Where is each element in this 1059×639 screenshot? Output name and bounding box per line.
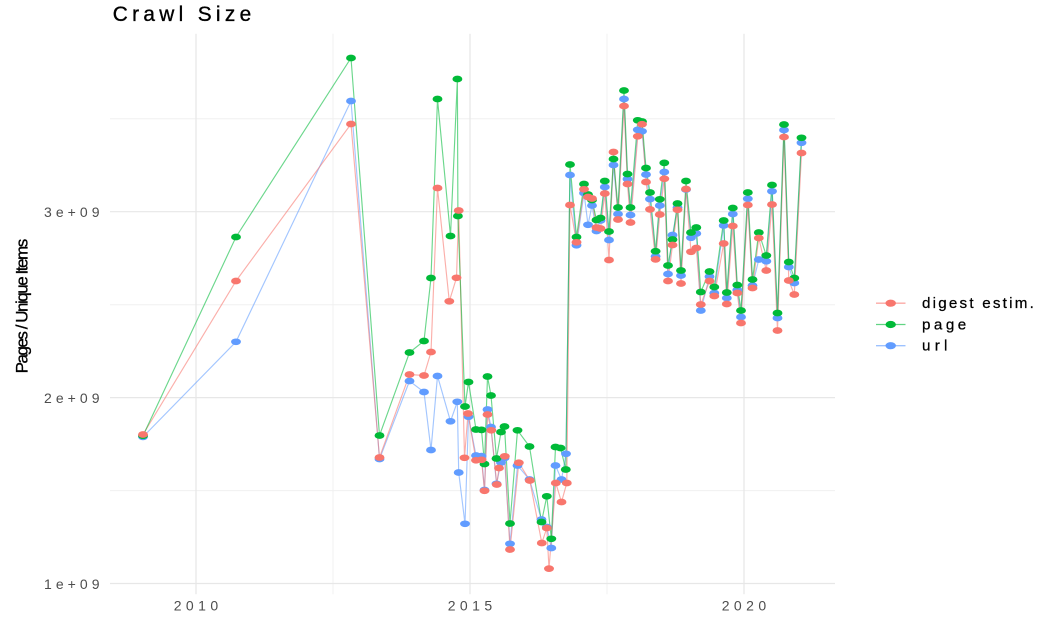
- svg-text:Crawl Size: Crawl Size: [113, 3, 252, 26]
- svg-text:2e+09: 2e+09: [44, 390, 100, 406]
- svg-text:digest estim.: digest estim.: [922, 295, 1034, 312]
- svg-text:Pages / Unique Items: Pages / Unique Items: [13, 239, 32, 374]
- svg-text:1e+09: 1e+09: [44, 576, 100, 592]
- svg-text:url: url: [922, 338, 947, 355]
- svg-text:3e+09: 3e+09: [44, 204, 100, 220]
